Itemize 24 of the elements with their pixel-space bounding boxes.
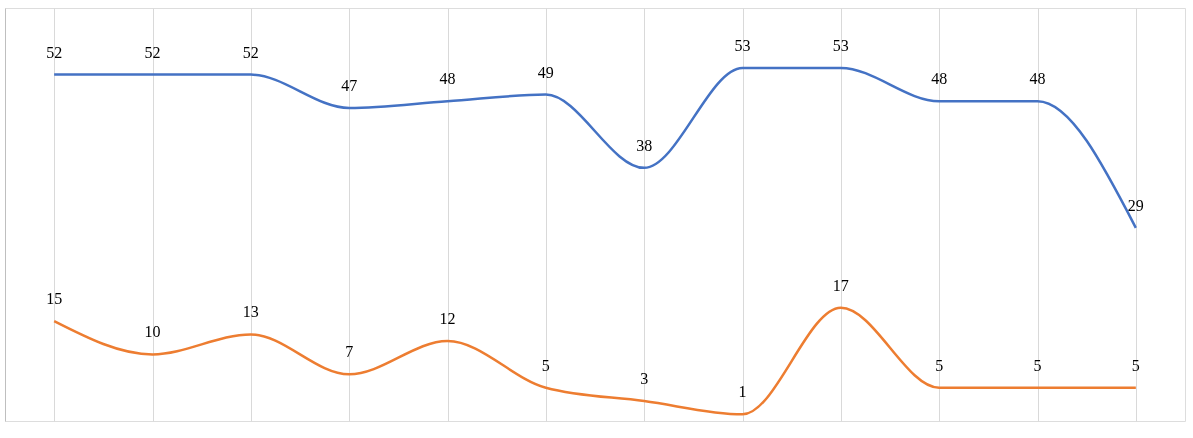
data-label: 12 bbox=[439, 310, 456, 328]
data-label: 47 bbox=[341, 76, 358, 94]
data-label: 7 bbox=[345, 343, 354, 361]
data-label: 5 bbox=[1033, 356, 1042, 374]
data-label: 17 bbox=[832, 276, 849, 294]
data-label: 15 bbox=[46, 290, 63, 308]
data-label: 48 bbox=[1029, 70, 1046, 88]
data-label: 53 bbox=[734, 36, 751, 54]
data-label: 48 bbox=[931, 70, 948, 88]
data-label: 48 bbox=[439, 70, 456, 88]
data-label: 5 bbox=[541, 356, 550, 374]
data-label: 53 bbox=[832, 36, 849, 54]
data-label: 13 bbox=[242, 303, 259, 321]
data-label: 52 bbox=[46, 43, 63, 61]
data-label: 49 bbox=[537, 63, 554, 81]
data-label: 1 bbox=[738, 383, 747, 401]
data-label: 38 bbox=[636, 136, 653, 154]
data-label: 5 bbox=[1131, 356, 1140, 374]
data-label: 5 bbox=[935, 356, 944, 374]
data-label: 52 bbox=[144, 43, 161, 61]
data-label: 10 bbox=[144, 323, 161, 341]
data-label: 3 bbox=[640, 370, 649, 388]
data-label: 52 bbox=[242, 43, 259, 61]
data-label: 29 bbox=[1127, 196, 1144, 214]
